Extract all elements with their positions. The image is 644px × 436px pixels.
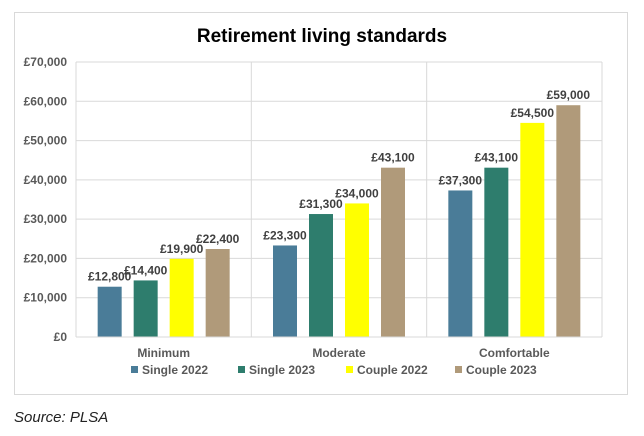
- data-label: £43,100: [371, 151, 415, 165]
- bar-couple-2022: [520, 122, 545, 338]
- data-label: £43,100: [475, 151, 519, 165]
- bar-couple-2023: [381, 167, 405, 337]
- y-tick-label: £20,000: [24, 251, 68, 265]
- y-tick-label: £60,000: [24, 94, 68, 108]
- data-label: £34,000: [335, 186, 379, 200]
- data-label: £59,000: [547, 88, 591, 102]
- legend-label: Single 2022: [142, 363, 208, 377]
- bar-single-2022: [97, 286, 122, 337]
- legend-swatch: [238, 366, 245, 373]
- x-tick-label: Moderate: [312, 346, 366, 360]
- legend-label: Single 2023: [249, 363, 315, 377]
- bar-chart: Retirement living standards £0 £10,000 £20,…: [24, 26, 603, 377]
- bar-single-2023: [484, 167, 509, 337]
- bar-couple-2023: [556, 105, 581, 337]
- data-label: £22,400: [196, 232, 240, 246]
- chart-title: Retirement living standards: [197, 26, 447, 47]
- data-label: £19,900: [160, 242, 204, 256]
- legend-label: Couple 2022: [357, 363, 428, 377]
- bar-single-2023: [309, 214, 333, 337]
- y-tick-label: £0: [54, 330, 68, 344]
- bar-single-2022: [273, 245, 297, 337]
- y-tick-label: £30,000: [24, 212, 68, 226]
- bar-couple-2022: [169, 258, 194, 337]
- legend-swatch: [131, 366, 138, 373]
- legend-label: Couple 2023: [466, 363, 537, 377]
- data-label: £54,500: [511, 106, 555, 120]
- y-tick-label: £70,000: [24, 55, 68, 69]
- data-label: £31,300: [299, 197, 343, 211]
- data-label: £23,300: [263, 228, 307, 242]
- bar-single-2022: [448, 190, 473, 337]
- y-tick-label: £50,000: [24, 134, 68, 148]
- data-label: £12,800: [88, 270, 132, 284]
- bar-single-2023: [133, 280, 158, 337]
- legend-swatch: [455, 366, 462, 373]
- bar-couple-2022: [345, 203, 369, 337]
- source-note: Source: PLSA: [14, 409, 109, 426]
- y-tick-label: £40,000: [24, 173, 68, 187]
- chart-frame: [14, 12, 628, 395]
- data-label: £14,400: [124, 263, 168, 277]
- bar-couple-2023: [205, 249, 230, 337]
- data-label: £37,300: [439, 173, 483, 187]
- legend-swatch: [346, 366, 353, 373]
- y-tick-label: £10,000: [24, 291, 68, 305]
- x-tick-label: Comfortable: [479, 346, 550, 360]
- x-tick-label: Minimum: [137, 346, 190, 360]
